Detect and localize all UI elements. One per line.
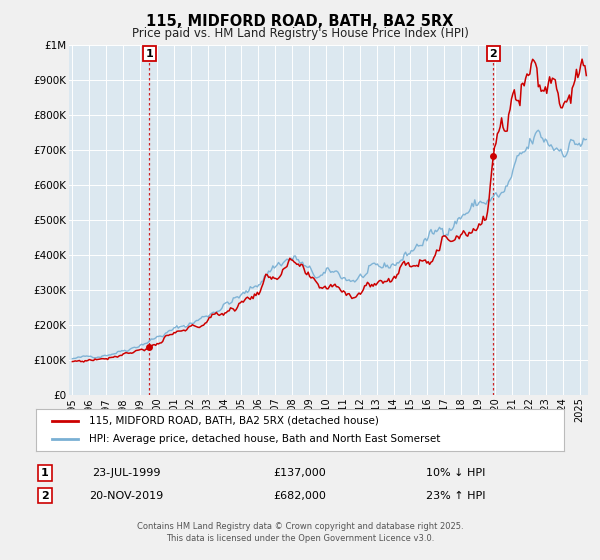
Text: 20-NOV-2019: 20-NOV-2019 bbox=[89, 491, 163, 501]
Text: This data is licensed under the Open Government Licence v3.0.: This data is licensed under the Open Gov… bbox=[166, 534, 434, 543]
Text: 2: 2 bbox=[490, 49, 497, 59]
Text: HPI: Average price, detached house, Bath and North East Somerset: HPI: Average price, detached house, Bath… bbox=[89, 434, 440, 444]
Text: Price paid vs. HM Land Registry's House Price Index (HPI): Price paid vs. HM Land Registry's House … bbox=[131, 27, 469, 40]
Text: 2: 2 bbox=[41, 491, 49, 501]
Text: 1: 1 bbox=[145, 49, 153, 59]
Text: £137,000: £137,000 bbox=[274, 468, 326, 478]
Text: Contains HM Land Registry data © Crown copyright and database right 2025.: Contains HM Land Registry data © Crown c… bbox=[137, 522, 463, 531]
Text: 115, MIDFORD ROAD, BATH, BA2 5RX (detached house): 115, MIDFORD ROAD, BATH, BA2 5RX (detach… bbox=[89, 416, 379, 426]
Text: 10% ↓ HPI: 10% ↓ HPI bbox=[427, 468, 485, 478]
Text: £682,000: £682,000 bbox=[274, 491, 326, 501]
Text: 23% ↑ HPI: 23% ↑ HPI bbox=[426, 491, 486, 501]
Text: 23-JUL-1999: 23-JUL-1999 bbox=[92, 468, 160, 478]
Text: 1: 1 bbox=[41, 468, 49, 478]
Text: 115, MIDFORD ROAD, BATH, BA2 5RX: 115, MIDFORD ROAD, BATH, BA2 5RX bbox=[146, 14, 454, 29]
